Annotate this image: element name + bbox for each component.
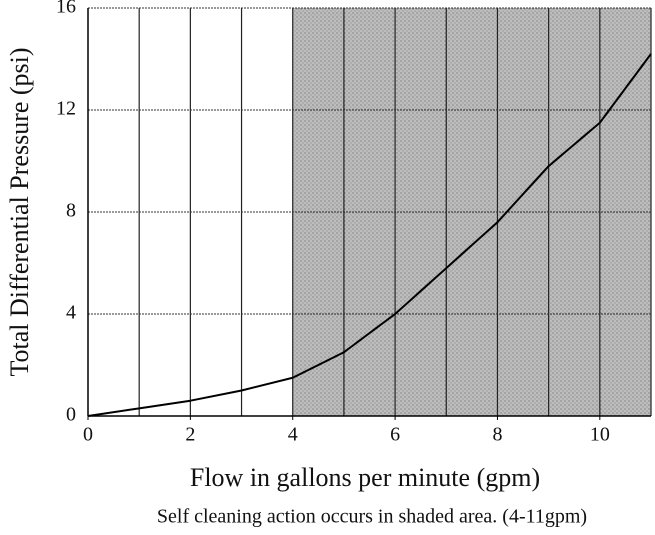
y-tick-label: 0: [66, 404, 76, 426]
y-tick-label: 4: [66, 302, 76, 324]
x-axis-label: Flow in gallons per minute (gpm): [190, 463, 540, 492]
annotation: Self cleaning action occurs in shaded ar…: [157, 506, 587, 528]
y-tick-label: 16: [56, 0, 76, 18]
x-tick-label: 6: [390, 424, 400, 446]
x-tick-label: 4: [288, 424, 298, 446]
x-tick-label: 8: [492, 424, 502, 446]
line: [87, 53, 652, 417]
x-tick-label: 2: [185, 424, 195, 446]
y-tick-label: 12: [56, 98, 76, 120]
y-axis-label: Total Differential Pressure (psi): [5, 47, 34, 376]
x-tick-label: 10: [590, 424, 610, 446]
y-tick-label: 8: [66, 200, 76, 222]
x-tick-label: 0: [83, 424, 93, 446]
